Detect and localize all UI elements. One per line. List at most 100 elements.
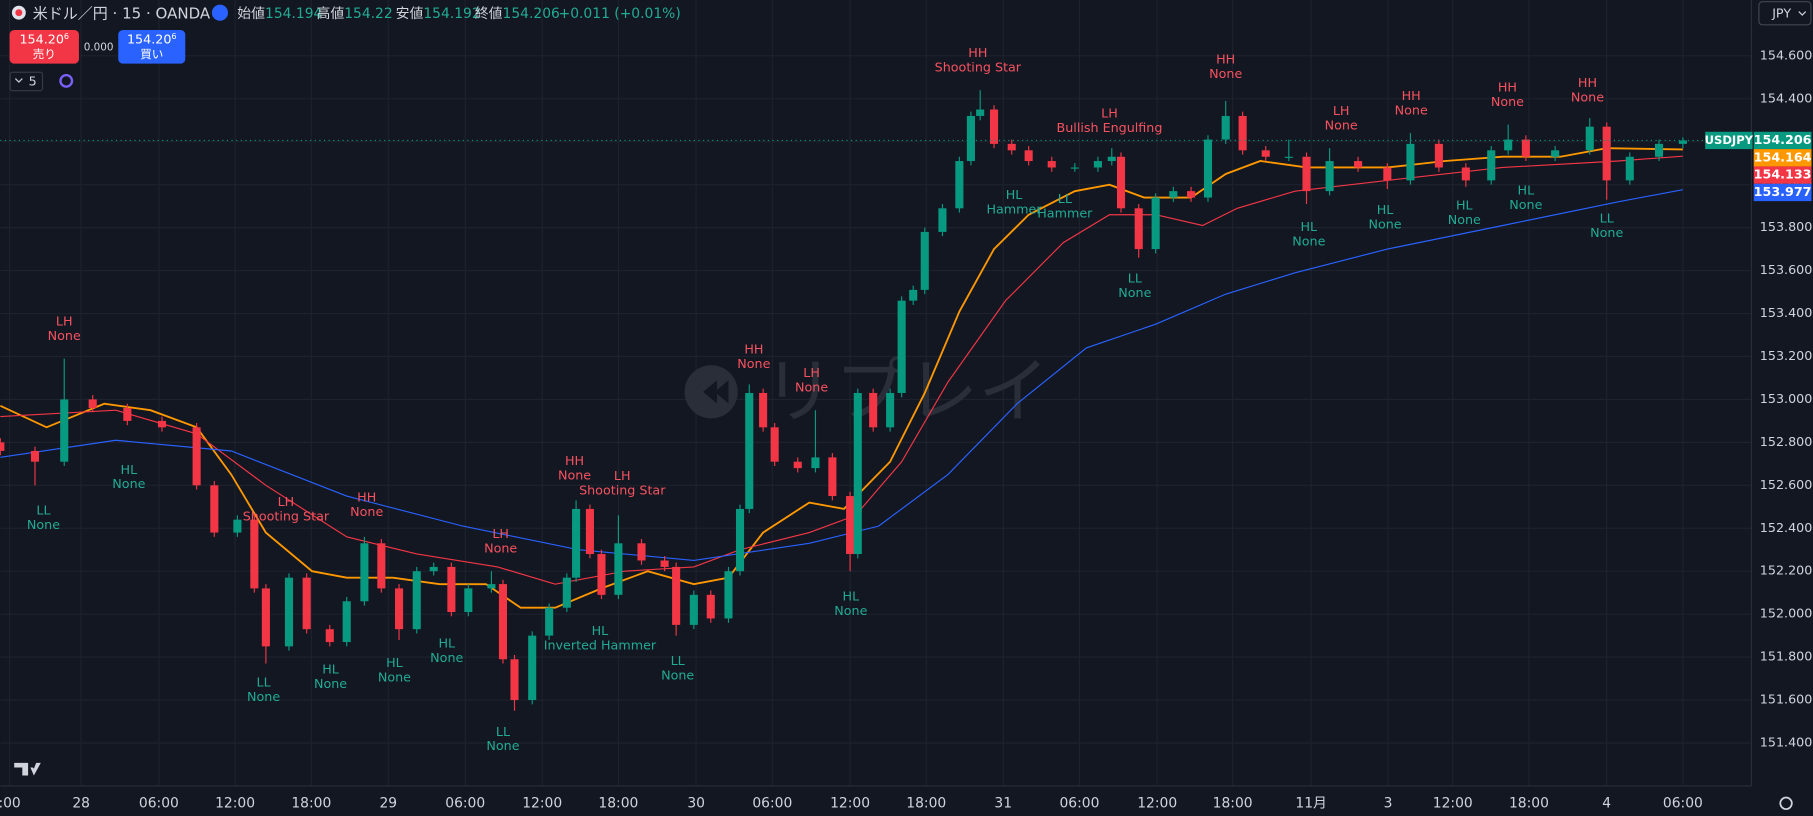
candle-body xyxy=(1221,115,1230,140)
candle-body xyxy=(60,399,69,462)
candle-body xyxy=(1107,156,1116,162)
interval-value: 5 xyxy=(29,74,37,89)
swing-label: HH xyxy=(1402,88,1421,103)
candle-body xyxy=(966,115,975,162)
x-tick-label: 18:00 xyxy=(906,795,946,811)
chevron-icon xyxy=(14,78,23,83)
swing-label: HL xyxy=(1518,183,1536,198)
candle-body xyxy=(1093,161,1102,168)
x-tick-label: 12:00 xyxy=(215,795,255,811)
buy-button[interactable] xyxy=(118,30,186,64)
candle-body xyxy=(545,607,554,636)
swing-label: LH xyxy=(1333,103,1350,118)
swing-label: LH xyxy=(278,494,295,509)
flag-icon xyxy=(15,9,23,17)
y-tick-label: 154.400 xyxy=(1760,90,1813,105)
pattern-label: None xyxy=(484,541,517,556)
sell-button[interactable] xyxy=(9,30,79,64)
pattern-label: None xyxy=(247,689,280,704)
x-tick-label: 06:00 xyxy=(139,795,179,811)
x-tick-label: 3 xyxy=(1384,795,1393,811)
candle-body xyxy=(88,399,97,409)
swing-label: LL xyxy=(1058,191,1073,206)
y-tick-label: 153.600 xyxy=(1760,262,1813,277)
candle-body xyxy=(1203,139,1213,198)
x-tick-label: 28 xyxy=(72,795,90,811)
candle-body xyxy=(1354,161,1363,168)
settings-icon[interactable] xyxy=(1779,796,1793,810)
candle-body xyxy=(1187,191,1196,198)
pattern-label: None xyxy=(1571,90,1604,105)
candle-body xyxy=(1602,126,1611,181)
y-tick-label: 152.200 xyxy=(1760,563,1813,578)
candle-body xyxy=(846,496,855,555)
swing-label: LL xyxy=(671,653,686,668)
swing-label: HH xyxy=(565,453,584,468)
buy-label: 買い xyxy=(140,47,163,61)
swing-label: HL xyxy=(121,462,139,477)
swing-label: HL xyxy=(438,636,456,651)
candle-body xyxy=(1406,143,1415,181)
ohlc-value: 154.192 xyxy=(423,6,480,22)
candle-body xyxy=(261,588,270,647)
candle-body xyxy=(955,161,964,209)
pattern-label: None xyxy=(558,468,591,483)
swing-label: HL xyxy=(322,661,340,676)
pattern-label: None xyxy=(1395,103,1428,118)
swing-label: HH xyxy=(1578,75,1597,90)
candle-body xyxy=(886,392,895,428)
y-tick-label: 151.800 xyxy=(1760,649,1813,664)
replay-icon[interactable] xyxy=(211,4,229,21)
spread: 0.000 xyxy=(84,41,114,53)
candle-body xyxy=(302,577,311,630)
currency-box[interactable] xyxy=(1758,1,1812,26)
swing-label: LL xyxy=(1600,211,1615,226)
candle-body xyxy=(284,577,294,647)
price-tag xyxy=(1753,183,1812,202)
pattern-label: None xyxy=(1368,216,1401,231)
candle-body xyxy=(672,566,681,625)
x-tick-label: :00 xyxy=(0,795,21,811)
watermark: リプレイ xyxy=(684,349,1050,433)
candle-body xyxy=(395,588,404,630)
swing-label: HH xyxy=(1216,52,1235,67)
candle-body xyxy=(498,584,508,660)
candle-body xyxy=(192,427,201,486)
y-tick-label: 153.800 xyxy=(1760,219,1813,234)
swing-label: LH xyxy=(803,365,820,380)
moving-average-line xyxy=(0,147,1683,609)
x-tick-label: 06:00 xyxy=(752,795,792,811)
candle-body xyxy=(1134,208,1143,250)
pattern-label: Shooting Star xyxy=(935,60,1022,75)
price-tag-value: 153.977 xyxy=(1754,184,1812,199)
candle-body xyxy=(1261,150,1270,157)
x-tick-label: 06:00 xyxy=(1663,795,1703,811)
buy-price: 154.206 xyxy=(127,30,177,45)
candle-body xyxy=(487,584,496,589)
symbol-title[interactable]: 米ドル／円 · 15 · OANDA xyxy=(33,4,211,22)
candle-body xyxy=(1047,161,1056,168)
pattern-label: None xyxy=(486,738,519,753)
swing-label: HH xyxy=(357,490,376,505)
y-tick-label: 153.400 xyxy=(1760,305,1813,320)
candle-body xyxy=(735,508,745,572)
swing-label: HL xyxy=(386,655,404,670)
tv-logo xyxy=(14,762,41,776)
candle-body xyxy=(377,543,386,589)
candle-body xyxy=(724,571,733,619)
x-tick-label: 06:00 xyxy=(445,795,485,811)
candle-body xyxy=(1302,156,1311,192)
candle-body xyxy=(828,457,837,497)
candle-body xyxy=(1070,167,1079,169)
moving-average-line xyxy=(0,155,1683,585)
sell-price-main: 154.20 xyxy=(19,31,63,46)
sync-icon[interactable] xyxy=(59,73,74,88)
interval-box[interactable] xyxy=(9,71,44,92)
x-tick-label: 18:00 xyxy=(291,795,331,811)
candle-body xyxy=(637,543,646,561)
pattern-label: Shooting Star xyxy=(579,483,666,498)
pattern-label: None xyxy=(834,603,867,618)
y-tick-label: 153.000 xyxy=(1760,391,1813,406)
pattern-label: None xyxy=(48,328,81,343)
pattern-label: Inverted Hammer xyxy=(544,637,657,652)
